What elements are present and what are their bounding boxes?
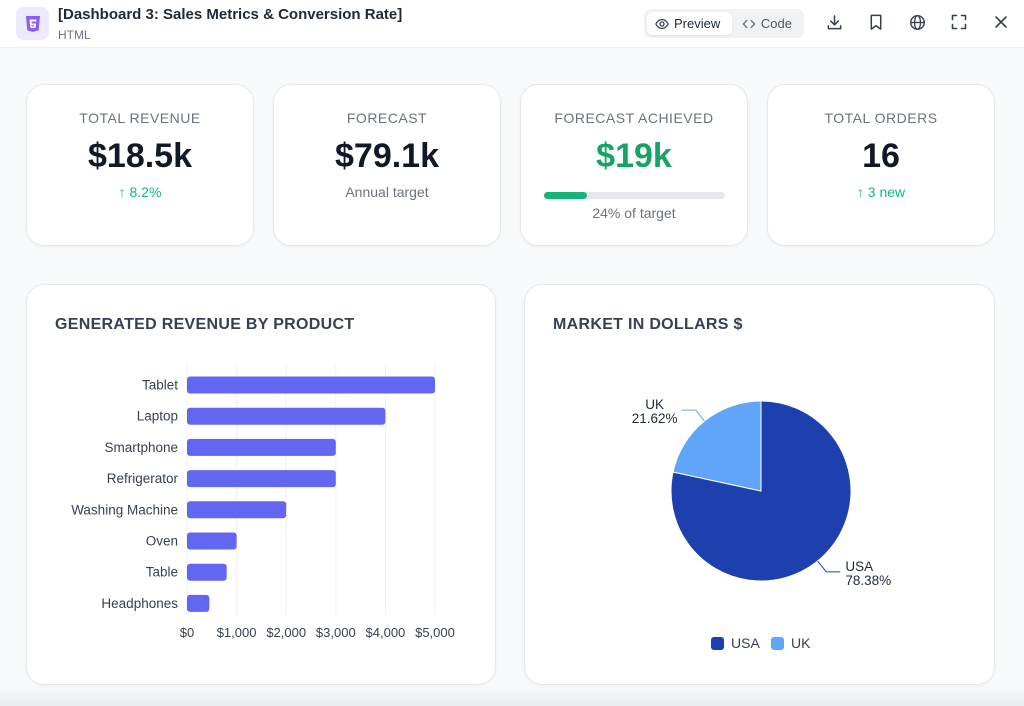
code-icon [742,19,756,28]
bar [187,532,237,550]
slice-label: USA [845,559,873,574]
bar [187,563,227,581]
view-toggle: Preview Code [644,9,804,38]
slice-percent: 21.62% [632,411,678,426]
progress-text: 24% of target [592,205,676,221]
bar [187,376,435,394]
kpi-card-total-orders: TOTAL ORDERS 16 ↑ 3 new [767,84,995,246]
kpi-value: $19k [596,137,672,175]
preview-label: Preview [674,16,721,31]
y-category-label: Smartphone [104,440,178,455]
x-tick-label: $0 [180,625,194,640]
y-category-label: Washing Machine [71,502,178,517]
kpi-label: TOTAL ORDERS [824,110,938,126]
bar-chart: $0 $1,000 $2,000 $3,000 $4,000 $5,000 Tablet La… [71,365,455,640]
slice-label: UK [645,397,664,412]
html5-icon [16,7,49,40]
kpi-card-total-revenue: TOTAL REVENUE $18.5k ↑ 8.2% [26,84,254,246]
top-bar: [Dashboard 3: Sales Metrics & Conversion… [0,0,1024,48]
market-panel: MARKET IN DOLLARS $ USA 78.38% UK 21.62% USA… [524,284,995,685]
pie-slice [672,400,762,492]
y-category-label: Table [146,565,178,580]
fullscreen-button[interactable] [950,13,968,31]
document-title: [Dashboard 3: Sales Metrics & Conversion… [58,6,403,23]
chart-title: GENERATED REVENUE BY PRODUCT [55,316,355,333]
slice-percent: 78.38% [845,573,891,588]
kpi-value: $79.1k [335,137,439,175]
legend-label: USA [731,635,760,651]
kpi-label: FORECAST [346,110,428,126]
bar [187,470,336,488]
legend-swatch [771,637,784,650]
globe-icon [909,14,925,30]
fullscreen-icon [951,14,967,30]
y-category-label: Headphones [101,596,178,611]
progress-bar [544,192,725,199]
globe-button[interactable] [908,13,926,31]
y-category-label: Oven [146,534,178,549]
code-label: Code [760,16,792,31]
kpi-subtitle: Annual target [345,184,429,200]
bar [187,501,287,519]
bookmark-button[interactable] [867,13,885,31]
bottom-shade [0,686,1024,706]
kpi-card-forecast-achieved: FORECAST ACHIEVED $19k 24% of target [520,84,748,246]
kpi-value: $18.5k [88,137,192,175]
kpi-card-forecast: FORECAST $79.1k Annual target [273,84,501,246]
bar [187,407,386,425]
close-button[interactable] [992,13,1010,31]
legend-label: UK [791,635,811,651]
revenue-by-product-panel: GENERATED REVENUE BY PRODUCT $0 $1,000 $2,… [26,284,496,685]
kpi-label: TOTAL REVENUE [79,110,201,126]
close-icon [995,16,1007,28]
preview-button[interactable]: Preview [647,12,732,35]
bookmark-icon [870,14,882,30]
leader-line [681,409,705,422]
x-tick-label: $3,000 [316,625,356,640]
eye-icon [655,18,669,29]
bar [187,594,210,612]
y-category-label: Laptop [137,409,178,424]
x-tick-label: $1,000 [217,625,257,640]
legend-swatch [711,637,724,650]
code-button[interactable]: Code [734,12,800,35]
y-category-label: Tablet [142,378,178,393]
kpi-change: ↑ 8.2% [118,184,162,200]
chart-title: MARKET IN DOLLARS $ [553,316,743,333]
kpi-change: ↑ 3 new [856,184,906,200]
download-button[interactable] [825,13,843,31]
x-tick-label: $4,000 [366,625,406,640]
progress-fill [544,192,588,199]
x-tick-label: $2,000 [266,625,306,640]
kpi-label: FORECAST ACHIEVED [554,110,714,126]
y-category-label: Refrigerator [107,471,179,486]
download-icon [827,14,841,29]
x-tick-label: $5,000 [415,625,455,640]
leader-line [817,560,841,573]
bar [187,438,336,456]
document-type: HTML [58,28,91,42]
kpi-value: 16 [862,137,900,175]
